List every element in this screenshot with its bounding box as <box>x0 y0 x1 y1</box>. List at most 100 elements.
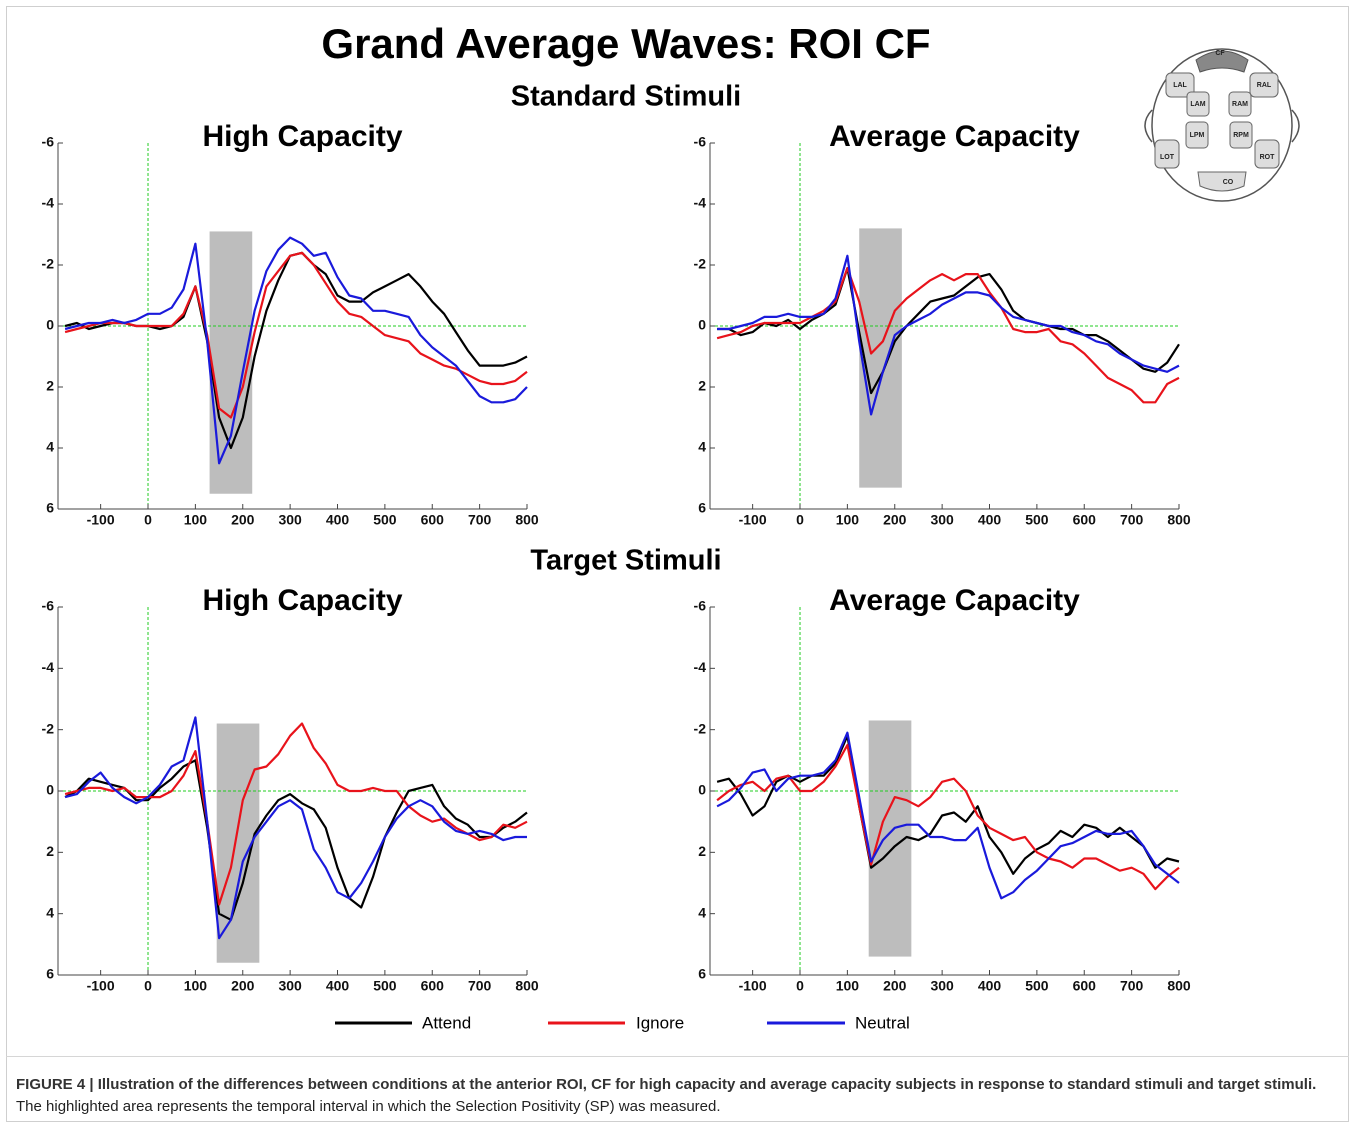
panel: -6 -4 -2 0 2 4 6 -100 0 100 200 300 400 500 600 700 800 A… <box>694 584 1191 994</box>
panel-title: Average Capacity <box>829 120 1080 153</box>
sp-interval <box>209 231 253 494</box>
caption-text: The highlighted area represents the temp… <box>16 1098 721 1115</box>
x-tick-label: 700 <box>1120 978 1144 994</box>
panel-title: Average Capacity <box>829 584 1080 617</box>
region-label: LOT <box>1160 154 1175 161</box>
y-tick-label: -4 <box>694 659 707 675</box>
series-line <box>716 734 1180 875</box>
x-tick-label: 0 <box>796 978 804 994</box>
y-tick-label: 2 <box>698 378 706 394</box>
x-tick-label: 200 <box>883 512 907 528</box>
x-tick-label: 300 <box>278 512 302 528</box>
legend-label: Ignore <box>636 1013 684 1032</box>
x-tick-label: -100 <box>87 512 115 528</box>
x-tick-label: 100 <box>836 512 860 528</box>
series-line <box>716 267 1180 404</box>
x-tick-label: -100 <box>739 978 767 994</box>
y-tick-label: 0 <box>698 317 706 333</box>
x-tick-label: 400 <box>978 978 1002 994</box>
y-tick-label: 4 <box>698 904 706 920</box>
region <box>1249 72 1279 98</box>
x-tick-label: 700 <box>1120 512 1144 528</box>
region-label: RPM <box>1233 132 1249 139</box>
y-tick-label: -6 <box>42 598 55 614</box>
x-tick-label: 800 <box>1167 512 1191 528</box>
region-label: LAL <box>1173 82 1187 89</box>
x-tick-label: 200 <box>883 978 907 994</box>
x-tick-label: 600 <box>1073 978 1097 994</box>
legend: Attend Ignore Neutral <box>335 1013 910 1032</box>
figure-frame <box>6 6 1349 1122</box>
y-tick-label: -2 <box>694 720 707 736</box>
section-title: Target Stimuli <box>530 545 721 577</box>
x-tick-label: 100 <box>836 978 860 994</box>
series-line <box>64 716 527 940</box>
series-line <box>717 254 1180 416</box>
y-tick-label: -6 <box>694 598 707 614</box>
x-tick-label: 400 <box>978 512 1002 528</box>
x-tick-label: -100 <box>87 978 115 994</box>
y-tick-label: -2 <box>42 720 55 736</box>
y-tick-label: -2 <box>42 256 55 272</box>
x-tick-label: 200 <box>231 978 255 994</box>
x-tick-label: 600 <box>421 978 445 994</box>
x-tick-label: 0 <box>796 512 804 528</box>
x-tick-label: 500 <box>373 978 397 994</box>
panel: -6 -4 -2 0 2 4 6 -100 0 100 200 300 400 500 600 700 800 H… <box>42 584 539 994</box>
x-tick-label: 500 <box>373 512 397 528</box>
y-tick-label: 4 <box>46 439 54 455</box>
caption-bold: FIGURE 4 | Illustration of the differenc… <box>16 1076 1317 1093</box>
y-tick-label: 0 <box>46 782 54 798</box>
region-label: RAL <box>1257 82 1272 89</box>
ear <box>1291 109 1300 143</box>
panel-title: High Capacity <box>202 120 402 153</box>
x-tick-label: 400 <box>326 512 350 528</box>
caption: FIGURE 4 | Illustration of the differenc… <box>16 1074 1336 1118</box>
series-line <box>64 759 528 921</box>
x-tick-label: -100 <box>739 512 767 528</box>
x-tick-label: 700 <box>468 512 492 528</box>
x-tick-label: 300 <box>930 978 954 994</box>
x-tick-label: 300 <box>278 978 302 994</box>
legend-label: Neutral <box>855 1013 910 1032</box>
region <box>1154 139 1180 169</box>
y-tick-label: 4 <box>46 904 54 920</box>
region-label: RAM <box>1232 101 1248 108</box>
y-tick-label: 0 <box>698 782 706 798</box>
x-tick-label: 300 <box>930 512 954 528</box>
region <box>1254 139 1280 169</box>
y-tick-label: 0 <box>46 317 54 333</box>
region-label: LPM <box>1190 132 1205 139</box>
region <box>1195 50 1249 73</box>
y-tick-label: 6 <box>698 966 706 982</box>
y-tick-label: -2 <box>694 256 707 272</box>
region <box>1185 121 1209 149</box>
series-line <box>64 236 528 465</box>
y-tick-label: 6 <box>698 500 706 516</box>
y-tick-label: 2 <box>698 843 706 859</box>
x-tick-label: 100 <box>184 978 208 994</box>
series-line <box>716 731 1180 900</box>
x-tick-label: 800 <box>515 512 539 528</box>
y-tick-label: 6 <box>46 966 54 982</box>
y-tick-label: 2 <box>46 378 54 394</box>
x-tick-label: 800 <box>515 978 539 994</box>
y-tick-label: 4 <box>698 439 706 455</box>
series-line <box>717 267 1180 395</box>
panel: -6 -4 -2 0 2 4 6 -100 0 100 200 300 400 500 600 700 800 A… <box>694 120 1191 528</box>
x-tick-label: 500 <box>1025 978 1049 994</box>
head-map: CF LAL RAL LAM RAM LPM RPM LOT ROT CO <box>1144 48 1300 202</box>
series-line <box>64 251 528 450</box>
x-tick-label: 800 <box>1167 978 1191 994</box>
x-tick-label: 100 <box>184 512 208 528</box>
region-label: CF <box>1215 50 1225 57</box>
x-tick-label: 400 <box>326 978 350 994</box>
region <box>1197 171 1247 192</box>
legend-label: Attend <box>422 1013 471 1032</box>
y-tick-label: -6 <box>694 134 707 150</box>
region <box>1229 121 1253 149</box>
region <box>1228 91 1252 117</box>
x-tick-label: 500 <box>1025 512 1049 528</box>
y-tick-label: 2 <box>46 843 54 859</box>
